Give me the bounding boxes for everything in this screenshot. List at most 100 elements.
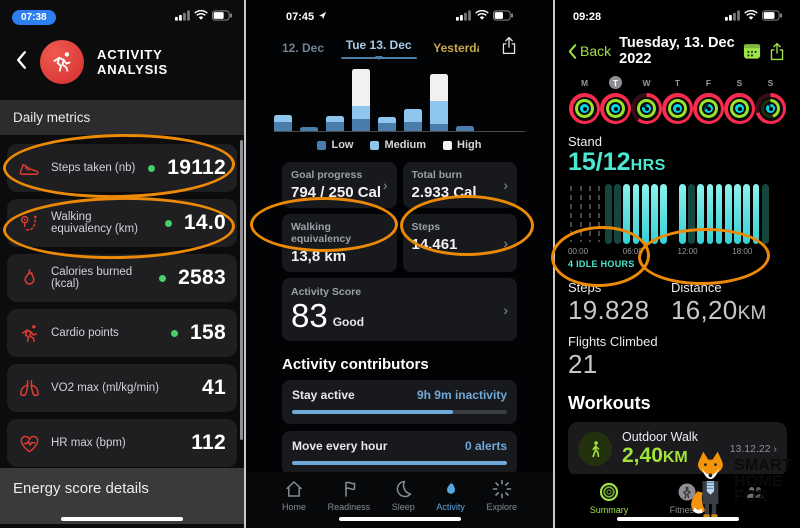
stand-hour-on [697,183,705,244]
summary-card[interactable]: Steps 14.461 [402,214,517,272]
weekday-rings[interactable]: S [755,76,786,124]
metric-row[interactable]: Cardio points 158 [7,309,237,357]
shoe-icon [18,157,41,180]
wifi-icon [475,8,489,26]
card-label: Walking equivalency [291,221,352,245]
summary-card[interactable]: Total burn 2.933 Cal [402,162,517,208]
nav-item-explore[interactable]: Explore [486,479,517,512]
tab-previous-day[interactable]: 12. Dec [282,41,325,55]
metric-value: 158 [190,321,226,344]
weekday-rings[interactable]: W [631,76,662,124]
contributor-label: Move every hour [292,439,388,453]
weekday-rings[interactable]: F [693,76,724,124]
metric-label: VO2 max (ml/kg/min) [51,382,159,394]
nav-item-fitness-[interactable]: Fitness+ [670,482,704,515]
contributor-progress-fill [292,461,507,465]
legend-item: Low [317,139,353,151]
home-indicator[interactable] [61,517,183,521]
nav-item-sharing[interactable] [745,482,765,505]
nav-label: Readiness [327,502,371,512]
weekday-letter: W [642,77,651,88]
share-icon[interactable] [501,36,517,60]
status-dot [159,274,167,282]
weekday-rings[interactable]: S [724,76,755,124]
status-icons [175,8,232,26]
status-time: 09:28 [573,11,602,23]
calendar-icon[interactable] [743,42,761,60]
activity-score-card[interactable]: Activity Score 83 Good [282,278,517,341]
stand-hour-on [743,183,751,244]
metric-label: Cardio points [51,327,119,339]
flame-nav-icon [441,479,461,499]
weekday-rings[interactable]: T [600,76,631,124]
stand-hour-on [660,183,668,244]
heart-icon [18,432,41,455]
stand-hour-dash [568,184,575,244]
weekday-letter: T [674,77,681,88]
chart-bar-segment-high [430,74,448,101]
activity-rings-icon [600,93,631,124]
metric-row[interactable]: VO2 max (ml/kg/min) 41 [7,364,237,412]
metric-row[interactable]: Calories burned (kcal) 2583 [7,254,237,302]
metric-row[interactable]: Walking equivalency (km) 14.0 [7,199,237,247]
score-value: 83 [291,297,328,334]
back-chevron-icon[interactable] [16,50,27,74]
weekday-rings[interactable]: T [662,76,693,124]
sharing-icon [745,482,765,502]
weekday-letter: S [767,77,774,88]
battery-icon [212,8,232,26]
workout-date: 13.12.22 [730,443,777,455]
steps-value: 19.828 [568,294,650,325]
summary-card[interactable]: Walking equivalency 13,8 km [282,214,397,272]
nav-label: Activity [436,502,465,512]
chart-bar-segment-low [430,124,448,131]
flights-value: 21 [568,348,598,379]
battery-icon [762,8,782,26]
chart-bar [300,127,318,131]
explore-icon [492,479,512,499]
nav-item-summary[interactable]: Summary [590,482,628,515]
flame-icon [18,267,41,290]
readiness-icon [339,479,359,499]
share-icon[interactable] [769,42,787,61]
chart-bar [326,116,344,131]
workout-card[interactable]: Outdoor Walk 2,40KM 13.12.22 [568,422,787,477]
home-indicator[interactable] [338,517,461,521]
stand-hour-on [678,183,686,244]
home-indicator[interactable] [616,517,739,521]
metric-row[interactable]: Steps taken (nb) 19112 [7,144,237,192]
metric-value: 2583 [178,266,226,289]
nav-item-activity[interactable]: Activity [436,479,465,512]
right-status-bar: 09:28 [555,0,800,26]
stand-hour-off [670,184,677,244]
fitness-plus-icon [677,482,697,502]
wifi-icon [744,8,758,26]
date-title: Tuesday, 13. Dec 2022 [619,35,735,67]
location-arrow-icon [318,11,327,23]
nav-item-readiness[interactable]: Readiness [327,479,371,512]
legend-swatch [443,140,453,150]
status-time: 07:45 [286,11,327,23]
workout-distance: 2,40KM [622,444,688,468]
nav-item-home[interactable]: Home [282,479,306,512]
axis-label: 00:00 [568,246,589,256]
back-button[interactable]: Back [568,43,611,59]
weekday-rings[interactable]: M [569,76,600,124]
chart-bar-segment-medium [430,101,448,124]
date-nav-bar: Back Tuesday, 13. Dec 2022 [568,35,787,67]
contributor-card[interactable]: Stay active 9h 9m inactivity [282,380,517,424]
axis-label: 06:00 [622,246,643,256]
scrollbar[interactable] [240,140,243,440]
tab-yesterday[interactable]: Yesterday [433,41,479,55]
metric-row[interactable]: HR max (bpm) 112 [7,419,237,467]
chart-bar [274,115,292,131]
nav-label: Sleep [391,502,415,512]
contributor-card[interactable]: Move every hour 0 alerts [282,431,517,475]
tab-selected-day[interactable]: Tue 13. Dec [340,38,417,59]
nav-item-sleep[interactable]: Sleep [392,479,415,512]
stand-value: 15/12HRS [568,148,666,176]
stand-hour-on [715,183,723,244]
summary-card[interactable]: Goal progress 794 / 250 Cal [282,162,397,208]
section-energy-score[interactable]: Energy score details [0,468,244,524]
